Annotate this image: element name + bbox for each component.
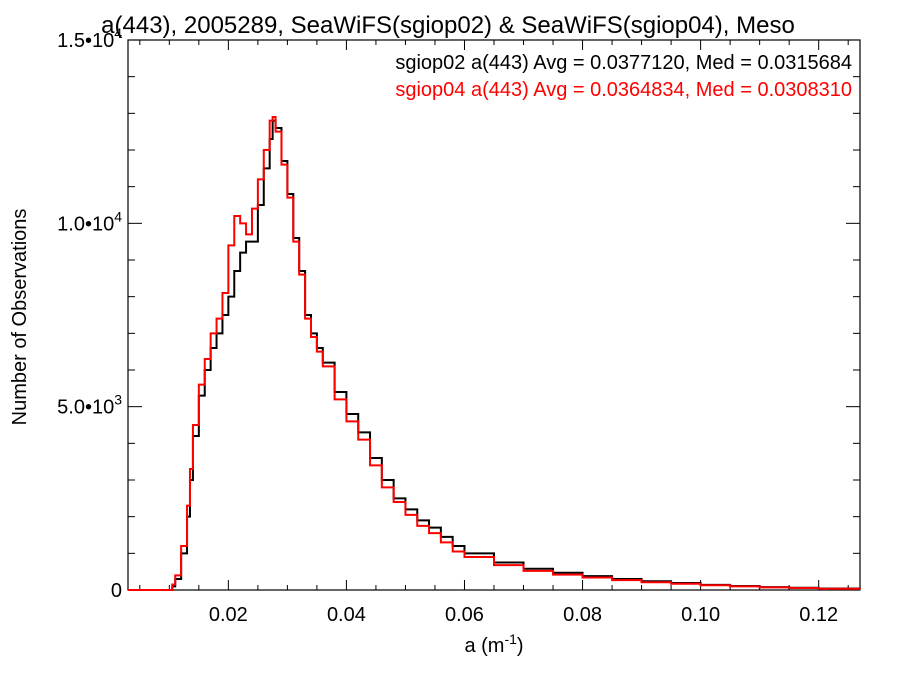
x-tick-label: 0.12 xyxy=(799,604,838,626)
y-tick-label: 5.0•103 xyxy=(57,392,122,419)
x-tick-label: 0.02 xyxy=(209,604,248,626)
series-layer xyxy=(128,116,861,591)
x-tick-label: 0.04 xyxy=(327,604,366,626)
x-axis-title-suffix: ) xyxy=(517,635,524,657)
x-tick-label: 0.10 xyxy=(681,604,720,626)
x-axis-title: a (m-1) xyxy=(464,631,523,657)
x-axis: 0.02 0.04 0.06 0.08 0.10 0.12 xyxy=(139,40,849,626)
x-tick-label: 0.08 xyxy=(563,604,602,626)
plot-frame xyxy=(127,39,861,591)
chart-title: a(443), 2005289, SeaWiFS(sgiop02) & SeaW… xyxy=(101,12,795,39)
legend: sgiop02 a(443) Avg = 0.0377120, Med = 0.… xyxy=(395,52,852,101)
x-axis-title-main: a (m xyxy=(464,635,504,657)
x-tick-label: 0.06 xyxy=(445,604,484,626)
y-tick-label: 1.5•104 xyxy=(57,25,122,52)
x-axis-title-superscript: -1 xyxy=(504,631,517,647)
y-axis: 0 5.0•103 1.0•104 1.5•104 xyxy=(57,25,860,602)
y-axis-title: Number of Observations xyxy=(9,209,31,426)
y-tick-label: 1.0•104 xyxy=(57,208,122,235)
series-line-sgiop02 xyxy=(128,119,861,591)
series-line-sgiop04 xyxy=(128,116,861,591)
legend-entry-sgiop02: sgiop02 a(443) Avg = 0.0377120, Med = 0.… xyxy=(395,52,852,74)
legend-entry-sgiop04: sgiop04 a(443) Avg = 0.0364834, Med = 0.… xyxy=(395,79,852,101)
y-tick-label: 0 xyxy=(111,580,122,602)
